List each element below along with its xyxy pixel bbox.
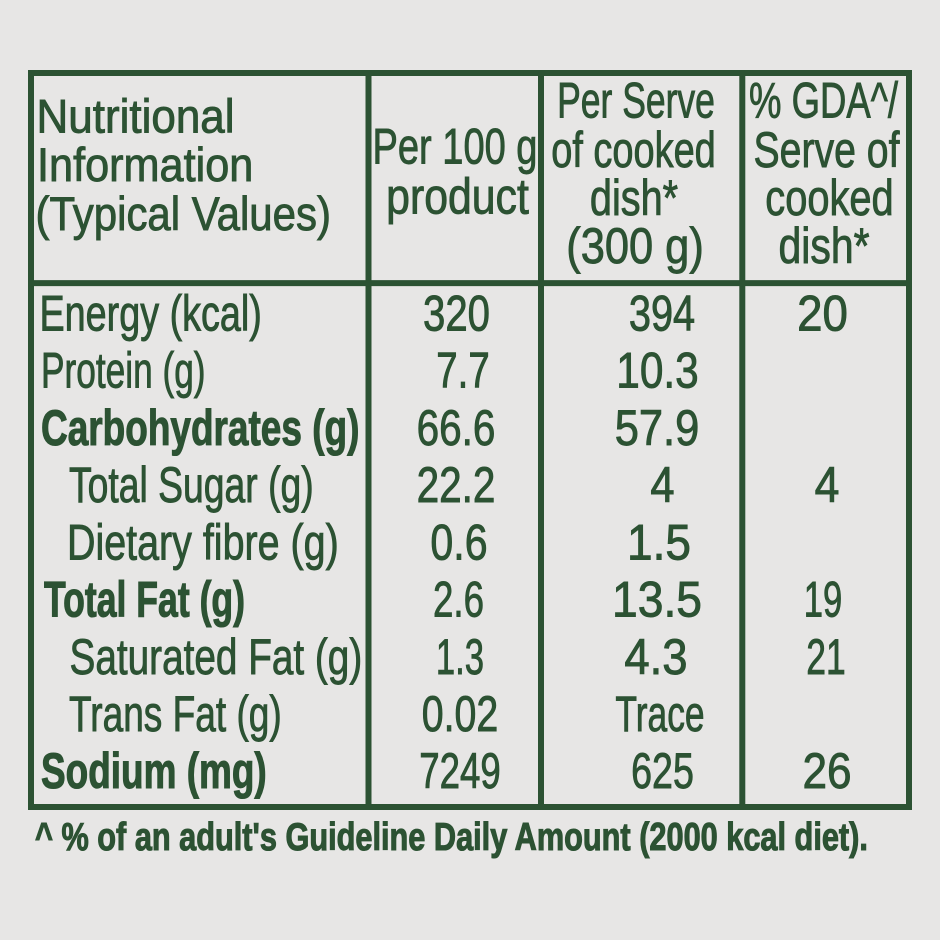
svg-text:dish*: dish* xyxy=(778,218,869,274)
svg-text:Protein (g): Protein (g) xyxy=(41,344,206,399)
svg-text:of cooked: of cooked xyxy=(551,123,716,178)
svg-text:Information: Information xyxy=(37,139,253,192)
svg-text:Nutritional: Nutritional xyxy=(37,90,235,143)
svg-text:Saturated Fat (g): Saturated Fat (g) xyxy=(70,630,363,685)
svg-text:320: 320 xyxy=(423,285,490,341)
svg-text:625: 625 xyxy=(631,744,694,799)
svg-text:Trans Fat (g): Trans Fat (g) xyxy=(69,687,282,743)
svg-text:Total Sugar (g): Total Sugar (g) xyxy=(69,458,314,514)
svg-text:Dietary fibre (g): Dietary fibre (g) xyxy=(67,514,339,571)
svg-text:22.2: 22.2 xyxy=(417,457,496,513)
svg-text:7.7: 7.7 xyxy=(436,344,489,399)
svg-text:(300 g): (300 g) xyxy=(566,218,704,274)
svg-text:7249: 7249 xyxy=(419,744,501,800)
svg-text:394: 394 xyxy=(629,285,695,341)
svg-text:13.5: 13.5 xyxy=(612,572,702,628)
svg-text:cooked: cooked xyxy=(765,169,893,225)
svg-text:2.6: 2.6 xyxy=(433,572,484,628)
svg-text:Serve of: Serve of xyxy=(753,121,899,178)
svg-text:21: 21 xyxy=(806,630,845,685)
svg-text:dish*: dish* xyxy=(590,169,678,226)
svg-text:0.02: 0.02 xyxy=(422,685,499,742)
svg-text:57.9: 57.9 xyxy=(615,400,700,455)
svg-text:20: 20 xyxy=(797,286,848,341)
svg-text:Carbohydrates (g): Carbohydrates (g) xyxy=(41,400,359,456)
svg-text:Total Fat (g): Total Fat (g) xyxy=(44,573,245,628)
svg-text:4.3: 4.3 xyxy=(624,630,687,685)
svg-text:1.5: 1.5 xyxy=(627,516,691,571)
svg-text:4: 4 xyxy=(815,458,840,514)
svg-text:26: 26 xyxy=(802,743,851,799)
svg-text:0.6: 0.6 xyxy=(430,515,487,571)
svg-text:10.3: 10.3 xyxy=(616,342,698,398)
svg-text:Sodium (mg): Sodium (mg) xyxy=(41,744,267,800)
svg-text:1.3: 1.3 xyxy=(436,630,484,686)
svg-text:Energy (kcal): Energy (kcal) xyxy=(40,286,262,341)
svg-text:66.6: 66.6 xyxy=(417,400,496,456)
svg-text:(Typical Values): (Typical Values) xyxy=(36,189,331,241)
svg-text:Trace: Trace xyxy=(615,687,704,742)
svg-text:product: product xyxy=(386,168,529,224)
svg-text:4: 4 xyxy=(650,457,674,513)
svg-text:Per Serve: Per Serve xyxy=(557,74,715,129)
svg-text:19: 19 xyxy=(804,572,843,628)
svg-text:^ % of an adult's Guideline Da: ^ % of an adult's Guideline Daily Amount… xyxy=(35,816,868,859)
svg-text:% GDA^/: % GDA^/ xyxy=(749,73,899,129)
svg-text:Per 100 g: Per 100 g xyxy=(373,119,538,174)
